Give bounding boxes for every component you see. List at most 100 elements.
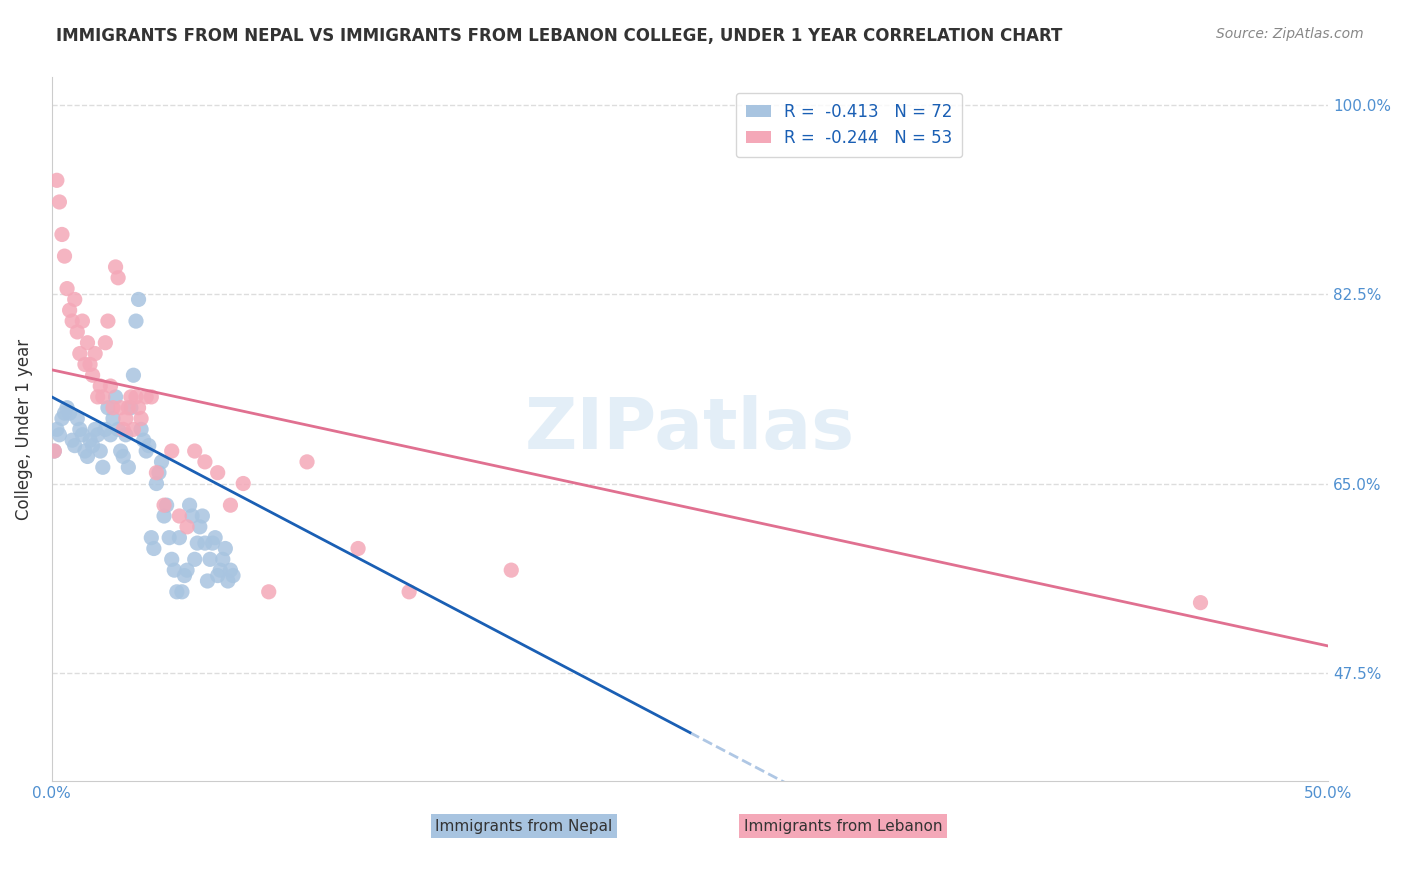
Point [194, 455, 217, 469]
Point [150, 455, 173, 469]
Point [82, 439, 104, 453]
Point [141, 390, 163, 404]
Point [120, 401, 142, 415]
Point [219, 563, 242, 577]
Point [188, 520, 211, 534]
Point [101, 401, 124, 415]
Point [91, 390, 114, 404]
Point [51, 411, 73, 425]
Point [73, 358, 96, 372]
Point [179, 498, 201, 512]
Point [153, 508, 176, 523]
Point [72, 314, 94, 328]
Point [112, 422, 135, 436]
Point [128, 293, 150, 307]
Point [117, 460, 139, 475]
Point [222, 568, 245, 582]
Text: ZIPatlas: ZIPatlas [524, 395, 855, 464]
Point [160, 444, 183, 458]
Point [117, 401, 139, 415]
Point [97, 314, 120, 328]
Point [214, 541, 236, 556]
Point [56, 282, 79, 296]
Point [501, 563, 523, 577]
Point [56, 401, 79, 415]
Point [197, 574, 219, 588]
Point [176, 520, 198, 534]
Point [79, 434, 101, 448]
Point [101, 411, 124, 425]
Point [94, 422, 117, 436]
Point [122, 368, 145, 383]
Point [129, 411, 152, 425]
Point [82, 368, 104, 383]
Point [125, 390, 148, 404]
Point [257, 584, 280, 599]
Point [191, 508, 214, 523]
Point [125, 314, 148, 328]
Point [48, 194, 70, 209]
Point [183, 552, 205, 566]
Text: Source: ZipAtlas.com: Source: ZipAtlas.com [1216, 27, 1364, 41]
Point [89, 444, 111, 458]
Point [73, 444, 96, 458]
Point [51, 227, 73, 242]
Point [84, 422, 107, 436]
Point [186, 536, 208, 550]
Point [69, 422, 91, 436]
Point [166, 584, 188, 599]
Point [211, 552, 233, 566]
Point [129, 422, 152, 436]
Point [48, 427, 70, 442]
Point [114, 427, 136, 442]
Point [170, 584, 193, 599]
Point [76, 450, 98, 464]
Point [160, 552, 183, 566]
Point [110, 401, 132, 415]
Point [79, 358, 101, 372]
Point [398, 584, 420, 599]
Point [198, 552, 221, 566]
Point [148, 466, 170, 480]
Point [132, 434, 155, 448]
Point [66, 325, 89, 339]
Point [60, 434, 83, 448]
Text: Immigrants from Nepal: Immigrants from Nepal [436, 819, 613, 834]
Point [207, 466, 229, 480]
Point [138, 439, 160, 453]
Point [169, 508, 191, 523]
Point [201, 536, 224, 550]
Point [110, 444, 132, 458]
Point [84, 346, 107, 360]
Point [86, 390, 108, 404]
Point [100, 427, 122, 442]
Point [69, 346, 91, 360]
Point [72, 427, 94, 442]
Point [63, 293, 86, 307]
Point [63, 439, 86, 453]
Point [104, 260, 127, 274]
Point [59, 303, 82, 318]
Point [141, 531, 163, 545]
Point [347, 541, 370, 556]
Point [107, 422, 129, 436]
Point [153, 498, 176, 512]
Point [169, 531, 191, 545]
Legend: R =  -0.413   N = 72, R =  -0.244   N = 53: R = -0.413 N = 72, R = -0.244 N = 53 [735, 93, 963, 157]
Point [112, 450, 135, 464]
Point [219, 498, 242, 512]
Point [209, 563, 232, 577]
Point [86, 427, 108, 442]
Point [163, 563, 186, 577]
Point [225, 855, 247, 870]
Point [183, 444, 205, 458]
Point [114, 411, 136, 425]
Point [194, 536, 217, 550]
Point [44, 444, 66, 458]
Point [128, 401, 150, 415]
Point [66, 411, 89, 425]
Point [135, 444, 157, 458]
Point [76, 335, 98, 350]
Point [53, 249, 76, 263]
Point [156, 498, 179, 512]
